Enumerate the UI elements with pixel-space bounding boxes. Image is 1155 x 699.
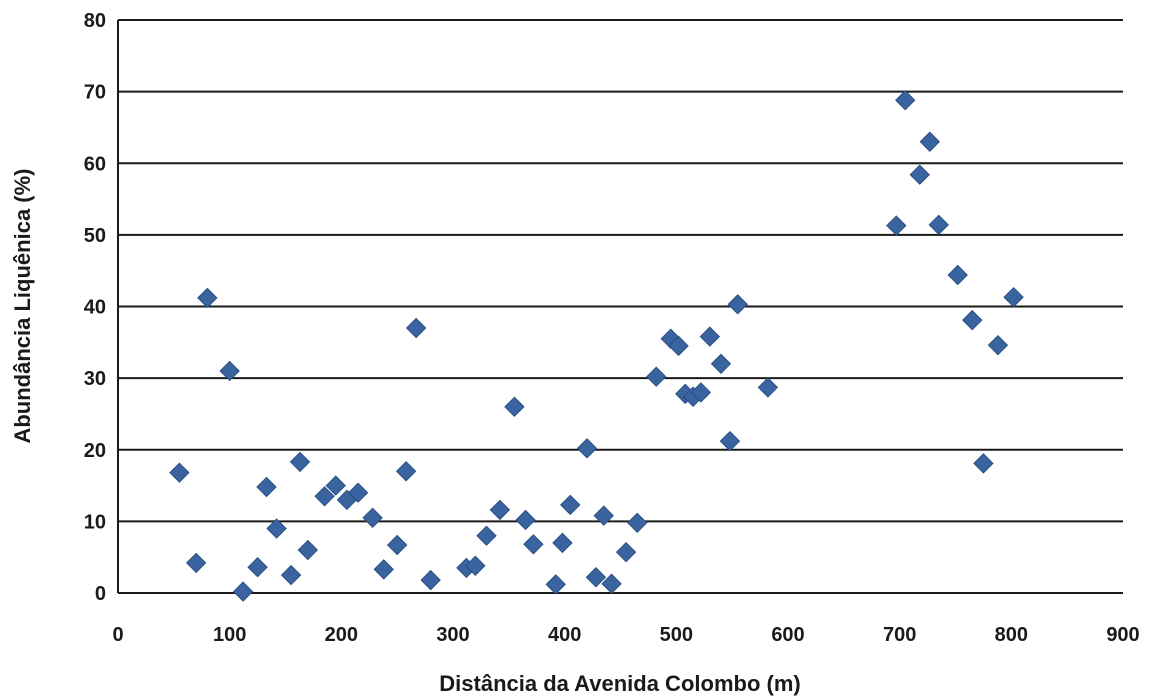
data-point [169,462,190,483]
data-point [886,215,907,236]
y-tick-label: 40 [84,297,106,319]
data-point [757,377,779,398]
data-point [373,559,394,580]
data-point [420,569,441,591]
data-points [169,90,1024,602]
data-point [185,552,207,574]
data-point [297,539,319,561]
data-point [197,287,218,309]
data-point [615,541,637,563]
data-point [909,164,930,185]
y-tick-label: 50 [84,225,106,247]
x-tick-label: 0 [112,624,123,646]
data-point [646,366,667,387]
data-point [266,518,287,539]
data-point [719,430,741,452]
data-point [504,396,525,417]
data-point [386,534,408,556]
y-tick-label: 80 [84,10,106,32]
data-point [947,264,968,286]
data-point [727,294,748,315]
y-axis-tick-labels: 0 10 20 30 40 50 60 70 80 [84,10,106,605]
data-point [289,451,311,473]
data-point [973,453,994,474]
data-point [1003,286,1024,308]
data-point [601,573,622,594]
x-tick-label: 800 [995,624,1028,646]
data-point [219,360,240,382]
y-tick-label: 70 [84,82,106,104]
y-tick-label: 0 [95,583,106,605]
data-point [395,461,417,482]
x-tick-label: 200 [325,624,358,646]
data-point [405,317,427,339]
data-point [476,525,497,546]
x-tick-label: 400 [548,624,581,646]
data-point [247,557,268,578]
data-point [362,507,383,529]
data-point [895,90,916,111]
data-point [576,438,598,459]
data-point [690,382,712,403]
data-point [489,499,511,521]
data-point [627,512,648,534]
data-point [987,334,1009,356]
data-point [919,131,941,152]
data-point [552,532,573,554]
x-tick-label: 100 [213,624,246,646]
y-tick-label: 20 [84,440,106,462]
data-point [280,564,302,586]
data-point [962,309,983,331]
x-tick-label: 500 [660,624,693,646]
data-point [523,534,544,555]
data-point [325,475,346,496]
x-axis-tick-labels: 0 100 200 300 400 500 600 700 800 900 [112,624,1139,646]
data-point [347,482,369,503]
data-point [256,476,277,498]
data-point [710,353,732,375]
x-tick-label: 700 [883,624,916,646]
data-point [314,486,335,507]
data-point [545,574,566,595]
x-tick-label: 300 [436,624,469,646]
x-tick-label: 900 [1106,624,1139,646]
x-axis-title: Distância da Avenida Colombo (m) [439,671,800,696]
data-point [585,567,607,588]
y-axis-title: Abundância Liquênica (%) [10,168,35,443]
data-point [668,335,689,357]
y-tick-label: 60 [84,153,106,175]
y-tick-label: 30 [84,368,106,390]
data-point [593,505,614,526]
y-tick-label: 10 [84,511,106,533]
data-point [232,581,254,602]
data-point [560,494,581,516]
data-point [928,214,949,236]
data-point [465,555,486,576]
data-point [515,509,536,531]
gridlines [117,19,1123,594]
x-tick-label: 600 [771,624,804,646]
data-point [699,326,721,347]
